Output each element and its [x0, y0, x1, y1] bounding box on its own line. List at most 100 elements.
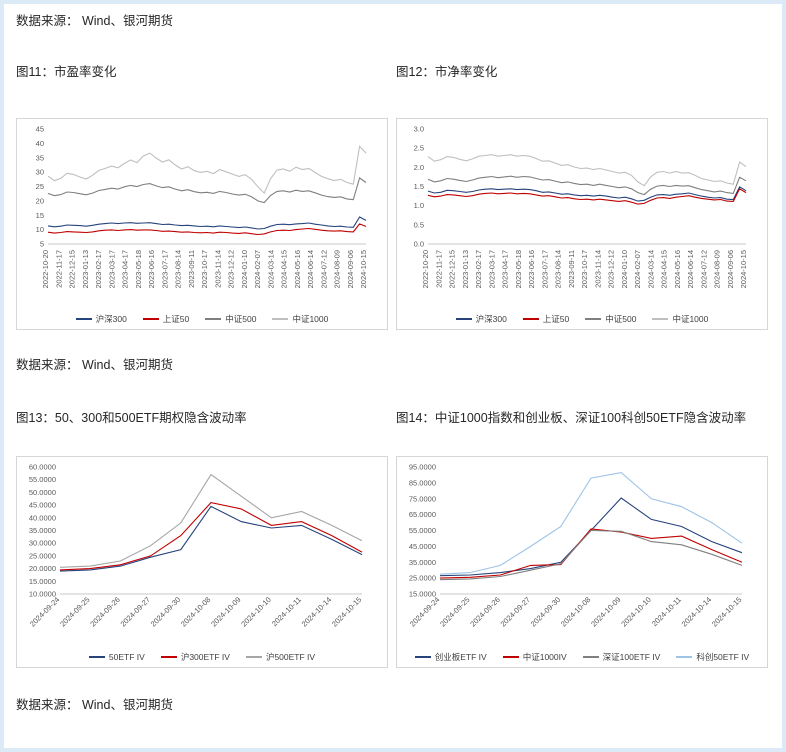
legend-label: 中证500 — [225, 314, 257, 324]
legend-item: 中证1000IV — [502, 651, 567, 663]
pb-ratio-chart: 0.0 0.5 1.0 1.5 2.0 2.5 3.0 2022-10-20 2022-11-1… — [396, 118, 768, 330]
svg-text:35.0000: 35.0000 — [29, 526, 56, 535]
index-etf-iv-chart: 15.0000 25.0000 35.0000 45.0000 55.0000 65.00… — [396, 456, 768, 668]
legend-item: 中证500 — [205, 313, 256, 325]
legend-label: 50ETF IV — [108, 652, 145, 662]
svg-text:2024-08-09: 2024-08-09 — [713, 250, 722, 288]
svg-text:2023-02-17: 2023-02-17 — [474, 250, 483, 288]
svg-text:45: 45 — [36, 125, 44, 134]
svg-text:20: 20 — [36, 196, 44, 205]
svg-text:2023-02-17: 2023-02-17 — [94, 250, 103, 288]
svg-text:2023-11-14: 2023-11-14 — [213, 250, 222, 288]
legend-item: 沪300ETF IV — [160, 651, 230, 663]
series-line-沪深300 — [427, 186, 747, 202]
svg-text:2024-09-25: 2024-09-25 — [58, 595, 91, 628]
legend-item: 深证100ETF IV — [582, 651, 660, 663]
legend-line-marker — [455, 318, 472, 320]
svg-text:2023-08-14: 2023-08-14 — [174, 250, 183, 288]
series-line-中证1000 — [47, 145, 367, 195]
svg-text:2023-06-16: 2023-06-16 — [527, 250, 536, 288]
svg-text:2024-05-16: 2024-05-16 — [673, 250, 682, 288]
svg-text:2024-09-06: 2024-09-06 — [726, 250, 735, 288]
svg-text:5: 5 — [40, 240, 44, 249]
svg-text:2024-09-25: 2024-09-25 — [438, 595, 471, 628]
legend-line-marker — [160, 656, 177, 658]
svg-text:2024-07-12: 2024-07-12 — [319, 250, 328, 288]
series-line-中证500 — [427, 175, 747, 196]
legend-line-marker — [245, 656, 262, 658]
legend-line-marker — [676, 656, 693, 658]
svg-text:2024-09-26: 2024-09-26 — [88, 595, 121, 628]
legend-line-marker — [414, 656, 431, 658]
svg-text:2024-05-16: 2024-05-16 — [293, 250, 302, 288]
legend-label: 沪300ETF IV — [180, 652, 230, 662]
fig11-legend: 沪深300 上证50 中证500 中证1000 — [20, 307, 384, 331]
charts-row-2: 10.0000 15.0000 20.0000 25.0000 30.0000 35.00… — [16, 456, 770, 668]
figure-title-row-2: 图13：50、300和500ETF期权隐含波动率 图14：中证1000指数和创业… — [16, 411, 770, 426]
legend-label: 沪深300 — [475, 314, 507, 324]
svg-text:20.0000: 20.0000 — [29, 564, 56, 573]
svg-text:2024-02-07: 2024-02-07 — [633, 250, 642, 288]
svg-text:2024-10-09: 2024-10-09 — [589, 595, 622, 628]
figure13-title: 图13：50、300和500ETF期权隐含波动率 — [16, 411, 247, 425]
series-line-中证1000 — [427, 154, 747, 187]
svg-text:2024-06-14: 2024-06-14 — [686, 250, 695, 288]
svg-text:2024-02-07: 2024-02-07 — [253, 250, 262, 288]
figure12-title: 图12：市净率变化 — [396, 65, 498, 79]
svg-text:2024-03-14: 2024-03-14 — [266, 250, 275, 288]
legend-line-marker — [582, 656, 599, 658]
legend-label: 中证1000 — [292, 314, 329, 324]
fig12-legend: 沪深300 上证50 中证500 中证1000 — [400, 307, 764, 331]
svg-text:15.0000: 15.0000 — [29, 577, 56, 586]
figure14-title: 图14：中证1000指数和创业板、深证100科创50ETF隐含波动率 — [396, 411, 747, 425]
legend-item: 50ETF IV — [88, 652, 145, 662]
svg-text:2024-10-11: 2024-10-11 — [650, 595, 683, 628]
svg-text:2024-09-24: 2024-09-24 — [408, 595, 441, 628]
svg-text:2024-09-30: 2024-09-30 — [529, 595, 562, 628]
svg-text:2024-10-14: 2024-10-14 — [680, 595, 713, 628]
series-line-沪深300 — [47, 216, 367, 230]
svg-text:2024-10-15: 2024-10-15 — [739, 250, 748, 288]
svg-text:55.0000: 55.0000 — [29, 475, 56, 484]
svg-text:2024-09-30: 2024-09-30 — [149, 595, 182, 628]
svg-text:10.0000: 10.0000 — [29, 590, 56, 599]
svg-text:2023-09-11: 2023-09-11 — [567, 250, 576, 288]
series-line-科创50ETF IV — [439, 472, 743, 575]
svg-text:2024-10-10: 2024-10-10 — [239, 595, 272, 628]
svg-text:2024-09-06: 2024-09-06 — [346, 250, 355, 288]
svg-text:40: 40 — [36, 139, 44, 148]
svg-text:95.0000: 95.0000 — [409, 463, 436, 472]
legend-label: 上证50 — [542, 314, 570, 324]
legend-item: 科创50ETF IV — [676, 651, 749, 663]
svg-text:25: 25 — [36, 182, 44, 191]
svg-text:75.0000: 75.0000 — [409, 494, 436, 503]
fig13-legend: 50ETF IV 沪300ETF IV 沪500ETF IV — [20, 645, 384, 669]
series-line-中证1000IV — [439, 528, 743, 579]
svg-text:45.0000: 45.0000 — [409, 542, 436, 551]
svg-text:2023-03-17: 2023-03-17 — [107, 250, 116, 288]
legend-label: 中证500 — [605, 314, 637, 324]
svg-text:2023-08-14: 2023-08-14 — [554, 250, 563, 288]
svg-text:15.0000: 15.0000 — [409, 590, 436, 599]
legend-item: 沪深300 — [75, 313, 127, 325]
svg-text:2022-11-17: 2022-11-17 — [54, 250, 63, 288]
svg-text:40.0000: 40.0000 — [29, 513, 56, 522]
legend-line-marker — [272, 318, 289, 320]
svg-text:2024-10-15: 2024-10-15 — [710, 595, 743, 628]
series-line-中证500 — [47, 176, 367, 204]
svg-text:2022-12-15: 2022-12-15 — [68, 250, 77, 288]
svg-text:2024-10-08: 2024-10-08 — [179, 595, 212, 628]
fig12-canvas: 0.0 0.5 1.0 1.5 2.0 2.5 3.0 2022-10-20 2022-11-1… — [414, 125, 748, 289]
svg-text:2024-08-09: 2024-08-09 — [333, 250, 342, 288]
svg-text:2023-10-17: 2023-10-17 — [200, 250, 209, 288]
series-line-50ETF IV — [59, 505, 363, 572]
svg-text:2024-04-15: 2024-04-15 — [660, 250, 669, 288]
svg-text:2022-10-20: 2022-10-20 — [421, 250, 430, 288]
svg-text:55.0000: 55.0000 — [409, 526, 436, 535]
series-line-沪500ETF IV — [59, 473, 363, 568]
svg-text:2024-03-14: 2024-03-14 — [646, 250, 655, 288]
svg-text:2024-10-09: 2024-10-09 — [209, 595, 242, 628]
legend-item: 创业板ETF IV — [414, 651, 487, 663]
svg-text:2024-10-11: 2024-10-11 — [270, 595, 303, 628]
